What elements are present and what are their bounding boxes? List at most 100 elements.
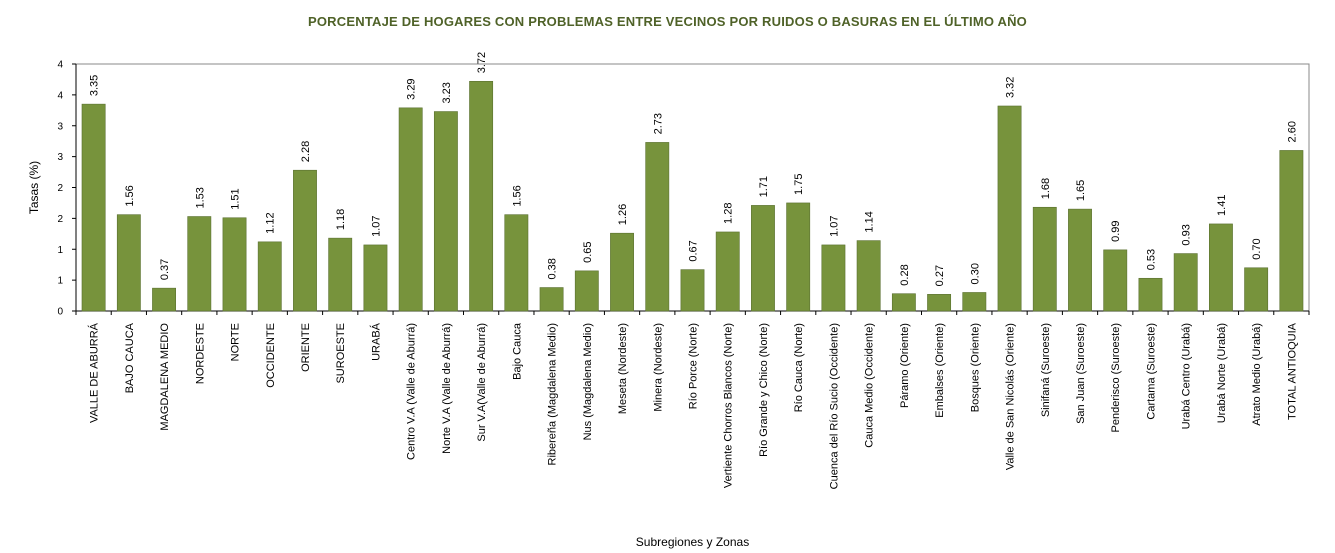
- category-label: ORIENTE: [300, 323, 312, 372]
- bar: [891, 293, 916, 312]
- chart-title: PORCENTAJE DE HOGARES CON PROBLEMAS ENTR…: [308, 14, 1027, 29]
- data-label: 0.99: [1110, 220, 1122, 241]
- category-label: Vertiente Chorros Blancos (Norte): [723, 323, 735, 488]
- bar: [610, 232, 634, 312]
- bar: [222, 217, 247, 312]
- data-label: 0.37: [159, 259, 171, 280]
- data-label: 1.71: [758, 176, 770, 197]
- y-tick-label: 4: [57, 90, 63, 101]
- category-label: Cauca Medio (Occidente): [864, 323, 876, 448]
- data-label: 0.70: [1251, 238, 1263, 259]
- category-label: San Juan (Suroeste): [1075, 323, 1087, 424]
- category-label: Cuenca del Río Sucio (Occidente): [828, 323, 840, 489]
- category-label: Norte V.A (Valle de Aburrá): [441, 323, 453, 454]
- category-label: MAGDALENA MEDIO: [159, 323, 171, 431]
- y-axis-title: Tasas (%): [27, 161, 41, 214]
- data-label: 0.38: [547, 258, 559, 279]
- bar: [504, 214, 529, 312]
- data-label: 0.93: [1181, 224, 1193, 245]
- category-label: Páramo (Oriente): [899, 323, 911, 408]
- bar: [257, 241, 282, 312]
- data-label: 2.73: [652, 113, 664, 134]
- data-label: 0.28: [899, 264, 911, 285]
- data-label: 1.53: [194, 187, 206, 208]
- category-label: Río Porce (Norte): [688, 323, 700, 409]
- category-label: Minera (Nordeste): [652, 323, 664, 412]
- y-tick-label: 0: [57, 307, 63, 318]
- bar: [433, 111, 458, 312]
- data-label: 2.60: [1286, 121, 1298, 142]
- bar: [1068, 208, 1092, 312]
- y-tick-label: 1: [57, 276, 63, 287]
- data-label: 0.65: [582, 241, 594, 262]
- y-tick-label: 2: [57, 214, 63, 225]
- data-label: 0.30: [969, 263, 981, 284]
- category-label: Embalses (Oriente): [934, 323, 946, 418]
- y-tick-label: 2: [57, 183, 63, 194]
- data-label: 1.68: [1040, 178, 1052, 199]
- bar: [680, 269, 705, 312]
- bar: [1032, 206, 1057, 312]
- y-tick-label: 3: [57, 121, 63, 132]
- bar: [1244, 267, 1269, 312]
- bar: [645, 142, 670, 312]
- category-label: Río Cauca (Norte): [793, 323, 805, 412]
- data-label: 3.35: [89, 75, 101, 96]
- data-label: 1.56: [511, 185, 523, 206]
- category-label: OCCIDENTE: [265, 323, 277, 388]
- category-label: Ribereña (Magdalena Medio): [547, 323, 559, 465]
- data-label: 0.27: [934, 265, 946, 286]
- category-label: Cartama (Suroeste): [1145, 323, 1157, 420]
- category-label: TOTAL ANTIOQUIA: [1286, 322, 1298, 420]
- data-label: 3.72: [476, 52, 488, 73]
- bar: [539, 287, 564, 312]
- category-label: URABÁ: [369, 322, 382, 361]
- category-label: Urabá Centro (Urabá): [1181, 323, 1193, 429]
- category-label: Urabá Norte (Urabá): [1216, 323, 1228, 423]
- category-label: NORDESTE: [194, 323, 206, 384]
- category-label: BAJO CAUCA: [124, 322, 136, 393]
- bar: [152, 287, 176, 312]
- data-label: 1.28: [723, 203, 735, 224]
- bar: [398, 107, 423, 312]
- bar: [293, 169, 317, 312]
- bar: [715, 231, 740, 312]
- bar: [1103, 249, 1128, 312]
- bar: [574, 270, 599, 312]
- category-label: Bajo Cauca: [511, 322, 523, 380]
- bar: [821, 244, 846, 312]
- bar: [1279, 150, 1304, 312]
- category-label: Río Grande y Chico (Norte): [758, 323, 770, 457]
- data-label: 3.29: [406, 78, 418, 99]
- bar: [363, 244, 388, 312]
- bar: [751, 205, 775, 312]
- bar: [997, 105, 1022, 312]
- bar: [786, 202, 811, 312]
- category-label: Atrato Medio (Urabá): [1251, 323, 1263, 426]
- data-label: 0.53: [1145, 249, 1157, 270]
- data-label: 1.75: [793, 174, 805, 195]
- bar: [1173, 253, 1198, 312]
- data-label: 2.28: [300, 141, 312, 162]
- bar: [328, 237, 353, 312]
- data-label: 1.18: [335, 209, 347, 230]
- bar: [116, 214, 141, 312]
- bar: [962, 292, 987, 312]
- data-label: 1.07: [828, 216, 840, 237]
- data-label: 1.65: [1075, 180, 1087, 201]
- bar: [1138, 277, 1163, 312]
- category-label: SUROESTE: [335, 323, 347, 384]
- bar: [856, 240, 881, 312]
- bar: [469, 80, 494, 312]
- data-label: 1.07: [370, 216, 382, 237]
- category-label: Sinifaná (Suroeste): [1040, 323, 1052, 417]
- category-label: Valle de San Nicolás (Oriente): [1005, 323, 1017, 470]
- category-label: Centro V.A (Valle de Aburrá): [406, 323, 418, 460]
- category-label: Nus (Magdalena Medio): [582, 323, 594, 440]
- category-label: NORTE: [230, 323, 242, 361]
- data-label: 1.12: [265, 212, 277, 233]
- data-label: 0.67: [688, 240, 700, 261]
- category-label: Bosques (Oriente): [969, 323, 981, 412]
